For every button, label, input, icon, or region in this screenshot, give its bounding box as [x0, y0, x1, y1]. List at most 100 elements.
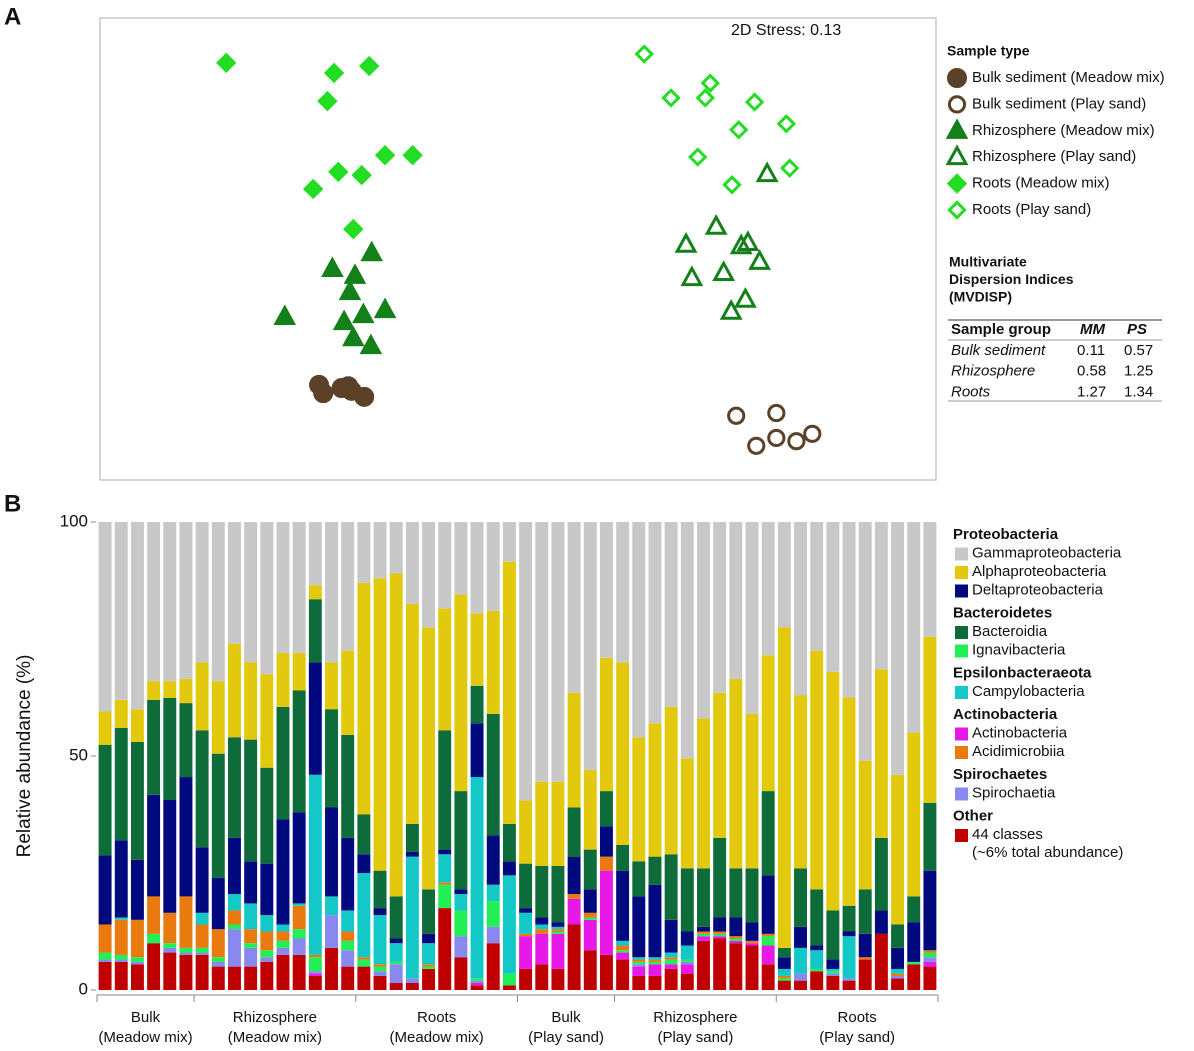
legend-swatch — [955, 644, 968, 658]
bar-segment — [891, 973, 905, 976]
bar-segment — [616, 522, 630, 663]
bar-segment — [179, 522, 193, 679]
bar-segment — [163, 681, 177, 698]
bar-segment — [697, 868, 710, 927]
group-label: Bulk — [131, 1009, 161, 1026]
bar-segment — [907, 964, 921, 990]
group-label: (Play sand) — [657, 1029, 733, 1046]
bar-segment — [519, 933, 533, 937]
bar-segment — [632, 957, 646, 960]
table-cell: 0.11 — [1077, 342, 1105, 359]
bar-segment — [276, 706, 290, 820]
bar-segment — [648, 961, 662, 965]
bar-segment — [130, 741, 144, 860]
bar-segment — [422, 522, 436, 628]
point — [787, 432, 806, 451]
bar-segment — [583, 522, 597, 771]
point — [402, 145, 423, 166]
bar-segment — [891, 924, 905, 948]
bar-segment — [502, 823, 516, 862]
bar-segment — [551, 929, 565, 932]
bar-segment — [664, 957, 678, 960]
bar-segment — [697, 933, 710, 937]
bar-segment — [422, 968, 436, 990]
bar-segment — [228, 737, 241, 838]
bar-segment — [551, 926, 565, 930]
bar-segment — [535, 964, 549, 990]
bar-segment — [98, 924, 112, 953]
bar-segment — [147, 699, 161, 795]
legend-label: Campylobacteria — [972, 683, 1085, 700]
bar-segment — [114, 959, 128, 962]
bar-segment — [486, 522, 500, 611]
point — [359, 333, 383, 355]
bar-segment — [195, 947, 209, 953]
legend-marker — [945, 144, 969, 166]
bar-segment — [567, 894, 581, 899]
bar-segment — [535, 865, 549, 918]
bar-segment — [616, 952, 630, 960]
bar-segment — [664, 952, 678, 958]
bar-segment — [632, 861, 646, 897]
bar-segment — [826, 959, 840, 969]
point — [661, 88, 681, 108]
legend-label: Bacteroidia — [972, 623, 1048, 640]
bar-segment — [648, 957, 662, 960]
bar-segment — [810, 522, 824, 651]
point — [634, 44, 654, 64]
bar-segment — [195, 912, 209, 925]
table-cell: 1.25 — [1124, 363, 1153, 380]
bar-segment — [551, 922, 565, 927]
bar-segment — [567, 898, 581, 925]
bar-segment — [713, 933, 727, 937]
bar-segment — [761, 655, 775, 792]
bar-segment — [729, 917, 743, 937]
legend-swatch — [955, 746, 968, 759]
bar-segment — [826, 522, 840, 672]
bar-segment — [373, 915, 387, 965]
bar-segment — [454, 910, 468, 937]
bar-segment — [648, 959, 662, 962]
bar-segment — [325, 947, 338, 990]
bar-segment — [389, 938, 403, 944]
point — [688, 147, 708, 167]
bar-segment — [308, 971, 322, 974]
bar-segment — [923, 870, 937, 951]
bar-segment — [535, 929, 549, 934]
bar-segment — [260, 522, 274, 675]
bar-segment — [874, 837, 888, 911]
bar-segment — [228, 910, 241, 925]
bar-segment — [826, 971, 840, 974]
table-title: (MVDISP) — [949, 289, 1012, 305]
point — [373, 297, 397, 319]
bar-segment — [341, 522, 355, 651]
bar-segment — [211, 753, 225, 878]
bar-segment — [616, 870, 630, 941]
bar-segment — [454, 889, 468, 895]
bar-segment — [874, 669, 888, 838]
bar-segment — [438, 908, 452, 990]
bar-segment — [502, 522, 516, 562]
bar-segment — [551, 931, 565, 934]
bar-segment — [470, 985, 484, 990]
bar-segment — [260, 674, 274, 768]
bar-segment — [697, 931, 710, 934]
bar-segment — [777, 978, 791, 981]
bar-segment — [599, 826, 613, 857]
bar-segment — [211, 681, 225, 754]
point — [727, 406, 746, 425]
bar-segment — [486, 610, 500, 714]
bar-segment — [519, 522, 533, 801]
bar-segment — [519, 968, 533, 990]
bar-segment — [502, 875, 516, 974]
point — [354, 386, 375, 407]
bar-segment — [842, 936, 856, 979]
bar-segment — [244, 522, 258, 663]
bar-segment — [179, 678, 193, 704]
annotation: 2D Stress: 0.13 — [731, 22, 841, 39]
bar-segment — [292, 938, 306, 955]
bar-segment — [244, 903, 258, 930]
point — [747, 436, 766, 455]
bar-segment — [858, 957, 872, 960]
